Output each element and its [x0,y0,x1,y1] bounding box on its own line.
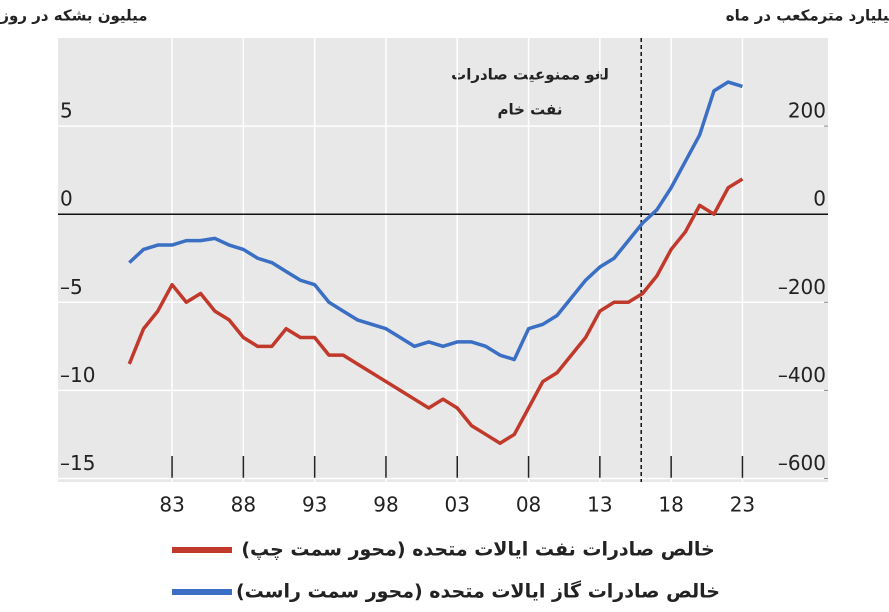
series-line [127,177,744,445]
x-tick-label: 83 [159,493,184,517]
annotation: لغو ممنوعیت صادرات [451,66,609,84]
x-tick-label: 98 [373,493,398,517]
y2-tick-label: 0 [813,187,826,211]
y-tick-label: –5 [60,275,83,299]
legend-label: خالص صادرات نفت ایالات متحده (محور سمت چ… [241,539,714,561]
y2-title: میلیارد مترمکعب در ماه [726,7,889,25]
series-line [128,80,743,362]
y-tick-label: 0 [60,187,73,211]
x-tick-label: 88 [231,493,256,517]
x-tick-label: 18 [658,493,683,517]
y-tick-label: –10 [60,363,95,387]
plot-area [58,38,828,482]
x-tick-label: 23 [730,493,755,517]
y-tick-label: 5 [60,99,73,123]
y-title: میلیون بشکه در روز [0,7,148,25]
y2-tick-label: 200 [788,99,826,123]
y2-tick-label: –600 [778,451,826,475]
y2-tick-label: –400 [778,363,826,387]
x-tick-label: 93 [302,493,327,517]
annotation: نفت خام [498,101,563,119]
legend-label: خالص صادرات گاز ایالات متحده (محور سمت ر… [236,580,720,603]
x-tick-label: 13 [587,493,612,517]
y2-tick-label: –200 [778,275,826,299]
x-tick-label: 08 [516,493,541,517]
x-tick-label: 03 [445,493,470,517]
y-tick-label: –15 [60,451,95,475]
